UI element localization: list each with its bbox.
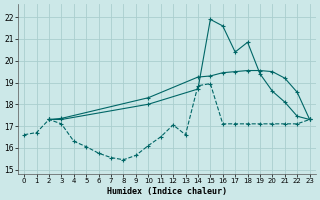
X-axis label: Humidex (Indice chaleur): Humidex (Indice chaleur) bbox=[107, 187, 227, 196]
